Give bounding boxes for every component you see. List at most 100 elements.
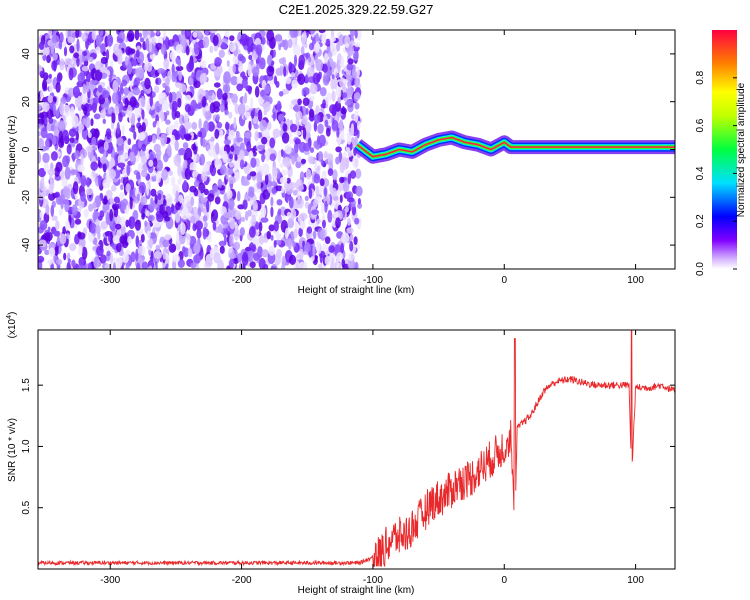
spectrogram-cell: [265, 150, 270, 158]
spectrogram-cell: [138, 132, 146, 141]
spectrogram-cell: [59, 102, 65, 116]
spectrogram-cell: [270, 196, 274, 207]
spectrogram-cell: [183, 133, 192, 140]
spectrogram-cell: [290, 72, 296, 78]
spectrogram-cell: [298, 54, 306, 67]
spectrogram-cell: [329, 38, 334, 50]
spectrogram-cell: [284, 144, 292, 155]
spectrogram-cell: [299, 171, 305, 183]
spectrogram-cell: [340, 56, 344, 69]
spectrogram-cell: [115, 223, 122, 230]
spectrogram-cell: [261, 153, 265, 163]
spectrogram-cell: [64, 57, 73, 66]
spectrogram-cell: [249, 261, 256, 269]
spectrogram-cell: [214, 57, 222, 66]
svg-text:(x104): (x104): [6, 312, 18, 339]
spectrogram-cell: [237, 103, 246, 117]
spectrogram-cell: [272, 128, 281, 138]
spectrogram-cell: [81, 32, 87, 41]
spectrogram-cell: [144, 220, 148, 227]
spectrogram-cell: [309, 30, 315, 35]
spectrogram-cell: [39, 178, 45, 192]
spectrogram-cell: [339, 176, 345, 184]
spectrogram-cell: [165, 77, 170, 87]
spectrogram-cell: [67, 258, 71, 264]
spectrogram-cell: [109, 169, 117, 180]
snr-xtick-label: -200: [232, 575, 252, 586]
spectrogram-cell: [140, 155, 147, 164]
spectrogram-cell: [119, 216, 126, 228]
spectrogram-cell: [353, 92, 361, 101]
spectrogram-cell: [127, 138, 132, 146]
spectrogram-cell: [129, 72, 133, 82]
spectrogram-cell: [342, 92, 348, 99]
spectrogram-cell: [270, 265, 277, 269]
spectrogram-cell: [336, 252, 344, 262]
spectrogram-cell: [196, 228, 202, 239]
spectrogram-cell: [76, 38, 80, 52]
spectrogram-cell: [298, 227, 303, 237]
spectrogram-cell: [174, 140, 179, 151]
spectrogram-cell: [155, 78, 159, 85]
snr-plot-area: [38, 330, 675, 567]
spectrogram-cell: [186, 232, 191, 246]
spectrogram-cell: [293, 54, 298, 67]
spectrogram-cell: [160, 43, 167, 55]
spectrogram-cell: [178, 83, 187, 93]
spectrogram-cell: [92, 201, 97, 209]
spectrogram-cell: [38, 226, 44, 234]
spectrogram-cell: [238, 66, 244, 73]
spectrogram-cell: [327, 209, 333, 223]
spectrogram-cell: [333, 77, 338, 90]
spectrogram-cell: [203, 188, 209, 196]
spectrogram-cell: [77, 263, 84, 269]
spectrogram-cell: [349, 30, 356, 37]
spectrogram-cell: [281, 132, 290, 144]
spectrogram-cell: [252, 237, 256, 245]
spectrogram-cell: [95, 218, 100, 227]
spectrogram-cell: [254, 86, 260, 98]
spectrogram-cell: [171, 71, 177, 83]
spectrogram-cell: [152, 121, 157, 128]
spectrogram-cell: [88, 56, 94, 63]
spectrogram-cell: [160, 112, 165, 122]
spectrogram-cell: [172, 254, 181, 263]
spectrogram-cell: [40, 88, 44, 100]
spectrogram-cell: [239, 227, 245, 237]
spectrogram-cell: [280, 149, 284, 158]
spectrogram-cell: [191, 143, 197, 151]
spectrogram-cell: [136, 193, 140, 202]
spectrogram-cell: [324, 236, 331, 245]
spectrogram-cell: [233, 49, 238, 57]
spectrogram-cell: [327, 51, 333, 58]
spectrogram-cell: [228, 130, 236, 139]
spectrogram-cell: [268, 245, 276, 256]
spectrogram-cell: [349, 127, 355, 136]
spectrogram-cell: [224, 31, 230, 38]
spectrogram-cell: [270, 234, 274, 241]
spectrogram-cell: [98, 174, 102, 187]
spectrogram-cell: [252, 116, 258, 124]
spectrogram-cell: [344, 100, 351, 106]
spectrogram-cell: [223, 230, 227, 238]
spectrogram-cell: [174, 212, 181, 223]
spectrogram-cell: [185, 45, 190, 56]
spectrogram-cell: [135, 248, 139, 262]
spectrogram-cell: [191, 72, 195, 79]
spectrogram-cell: [116, 137, 124, 146]
spectrogram-cell: [233, 116, 237, 129]
spectrogram-cell: [263, 237, 269, 244]
spectrogram-cell: [304, 241, 311, 253]
spectrogram-cell: [116, 143, 125, 156]
spectrogram-cell: [142, 30, 148, 39]
spectrogram-cell: [118, 112, 123, 123]
spectrogram-cell: [47, 168, 56, 176]
spectrogram-cell: [261, 136, 268, 145]
spectrogram-cell: [91, 136, 97, 147]
spectrogram-plot-area: [38, 30, 675, 269]
spectrogram-cell: [100, 220, 108, 230]
spectrogram-cell: [331, 120, 339, 131]
spectrogram-cell: [266, 121, 272, 131]
spectrogram-cell: [182, 246, 186, 254]
spectrogram-cell: [316, 135, 321, 146]
